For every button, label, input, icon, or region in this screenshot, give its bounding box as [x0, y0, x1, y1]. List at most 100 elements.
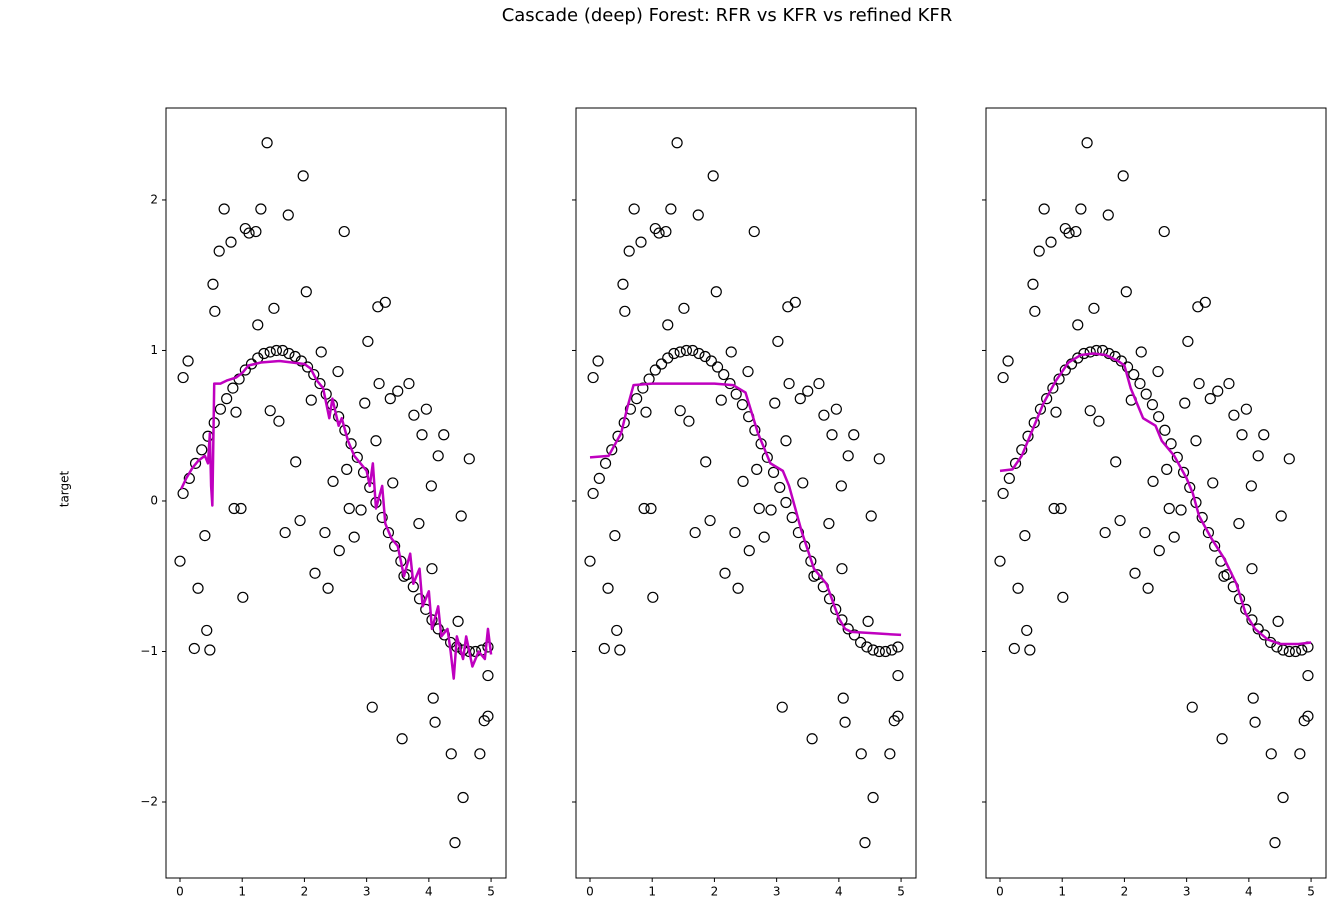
- data-point: [1277, 791, 1289, 804]
- data-point: [710, 286, 722, 298]
- data-point: [1289, 645, 1302, 658]
- data-point: [482, 710, 494, 722]
- data-point: [997, 487, 1009, 500]
- data-point: [1252, 623, 1264, 635]
- data-point: [645, 502, 657, 515]
- data-point: [693, 347, 705, 360]
- data-point: [1159, 424, 1171, 436]
- data-point: [305, 394, 317, 406]
- data-point: [1199, 296, 1211, 308]
- data-point: [1302, 710, 1314, 722]
- data-point: [884, 748, 896, 760]
- data-point: [647, 591, 659, 603]
- data-point: [1193, 377, 1205, 390]
- data-point: [1240, 403, 1252, 415]
- data-point: [1121, 361, 1134, 373]
- data-point: [1209, 540, 1221, 552]
- data-point: [432, 450, 444, 462]
- data-point: [711, 361, 724, 373]
- data-point: [1021, 624, 1033, 637]
- data-point: [319, 526, 331, 539]
- x-tick-label: 4: [1245, 885, 1253, 899]
- data-point: [264, 405, 276, 417]
- data-point: [255, 203, 267, 215]
- data-point: [813, 377, 825, 390]
- data-point: [277, 344, 289, 357]
- y-tick-label: 2: [150, 192, 158, 206]
- data-point: [725, 346, 737, 358]
- data-point: [848, 629, 861, 641]
- y-tick-label: 1: [150, 343, 158, 357]
- data-point: [376, 511, 388, 524]
- data-point: [1114, 514, 1126, 527]
- x-tick-label: 3: [363, 885, 371, 899]
- x-tick-label: 4: [835, 885, 843, 899]
- data-point: [387, 477, 399, 489]
- data-point: [1093, 415, 1105, 427]
- data-point: [715, 394, 727, 406]
- data-point: [359, 397, 371, 409]
- data-point: [1190, 435, 1202, 447]
- data-point: [743, 545, 755, 557]
- data-point: [1216, 733, 1228, 745]
- data-point: [783, 377, 795, 390]
- data-point: [300, 286, 312, 298]
- data-point: [635, 236, 647, 248]
- data-point: [599, 457, 612, 469]
- data-point: [189, 457, 202, 469]
- data-point: [290, 456, 302, 468]
- data-point: [1252, 450, 1264, 462]
- data-point: [748, 225, 760, 238]
- data-point: [209, 305, 221, 317]
- axes-frame: [165, 107, 507, 879]
- data-point: [379, 296, 391, 308]
- data-point: [619, 305, 631, 317]
- data-point: [420, 403, 432, 415]
- y-axis-label: target: [58, 470, 72, 507]
- data-point: [370, 435, 382, 447]
- data-point: [1090, 344, 1103, 357]
- data-point: [1047, 382, 1059, 394]
- data-point: [1294, 748, 1306, 760]
- data-point: [196, 444, 208, 456]
- data-point: [1153, 411, 1165, 423]
- data-point: [301, 361, 314, 373]
- data-point: [1134, 377, 1146, 390]
- data-point: [396, 733, 408, 745]
- data-point: [482, 641, 494, 653]
- data-point: [1153, 545, 1165, 557]
- data-point: [873, 645, 885, 658]
- data-point: [445, 748, 457, 760]
- data-point: [243, 227, 255, 239]
- data-point: [687, 344, 699, 357]
- data-point: [1228, 409, 1240, 421]
- fit-line: [999, 352, 1312, 646]
- data-point: [463, 453, 475, 465]
- data-point: [230, 406, 242, 418]
- data-point: [416, 429, 428, 441]
- data-point: [351, 451, 363, 463]
- data-point: [892, 641, 904, 653]
- data-point: [1038, 203, 1050, 215]
- data-point: [1142, 582, 1154, 594]
- x-tick-label: 3: [1183, 885, 1191, 899]
- data-point: [221, 393, 233, 405]
- data-point: [1002, 355, 1014, 367]
- x-tick-label: 0: [996, 885, 1004, 899]
- data-point: [1070, 225, 1082, 238]
- data-point: [678, 302, 690, 314]
- data-point: [631, 393, 643, 405]
- data-point: [680, 344, 693, 357]
- x-tick-label: 4: [425, 885, 433, 899]
- data-point: [736, 399, 749, 411]
- data-point: [1055, 502, 1067, 515]
- data-point: [1075, 203, 1087, 215]
- data-point: [268, 302, 280, 314]
- data-point: [1233, 517, 1245, 530]
- data-point: [237, 591, 249, 603]
- data-point: [732, 582, 744, 594]
- data-point: [611, 624, 623, 637]
- data-point: [239, 364, 251, 376]
- data-point: [668, 347, 680, 360]
